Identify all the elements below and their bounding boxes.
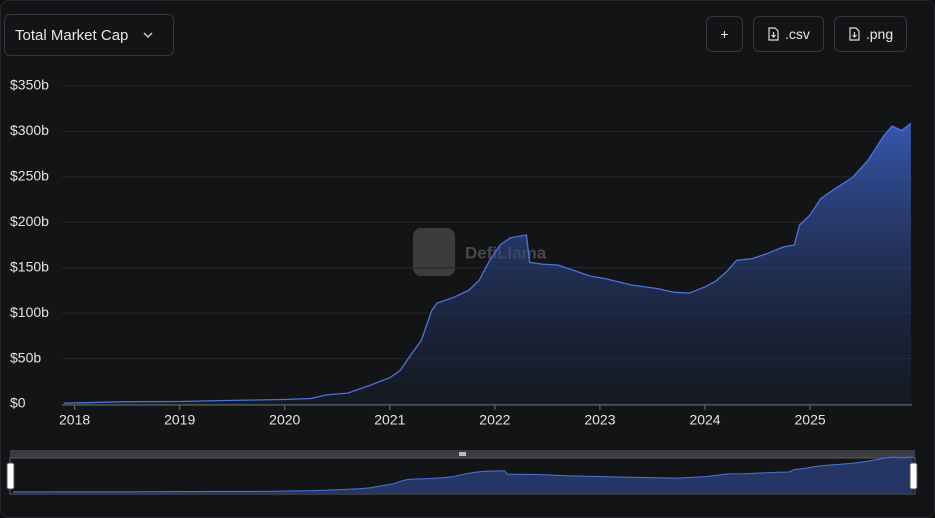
brush-handle[interactable] xyxy=(909,462,918,490)
watermark-logo xyxy=(413,228,455,276)
y-tick-label: $150b xyxy=(10,258,49,274)
x-tick-label: 2024 xyxy=(689,412,720,428)
x-tick-label: 2018 xyxy=(59,412,90,428)
area-line xyxy=(64,122,912,404)
y-tick-label: $0 xyxy=(10,395,26,411)
metric-dropdown[interactable]: Total Market Cap xyxy=(4,14,174,56)
brush-grip xyxy=(459,452,466,456)
download-icon xyxy=(849,27,860,41)
x-tick-label: 2021 xyxy=(374,412,405,428)
y-tick-label: $300b xyxy=(10,122,49,138)
download-icon xyxy=(768,27,779,41)
y-tick-label: $50b xyxy=(10,349,41,365)
chevron xyxy=(143,32,153,39)
y-tick-label: $200b xyxy=(10,213,49,229)
button-label: + xyxy=(720,26,729,42)
x-tick-label: 2020 xyxy=(269,412,300,428)
png-button[interactable]: .png xyxy=(834,16,907,52)
x-tick-label: 2019 xyxy=(164,412,195,428)
y-tick-label: $350b xyxy=(10,77,49,93)
y-tick-label: $250b xyxy=(10,168,49,184)
x-tick-label: 2022 xyxy=(479,412,510,428)
brush-handle[interactable] xyxy=(6,462,15,490)
y-tick-label: $100b xyxy=(10,304,49,320)
add-button[interactable]: + xyxy=(706,16,743,52)
dropdown-label: Total Market Cap xyxy=(15,26,129,44)
csv-button[interactable]: .csv xyxy=(753,16,824,52)
x-tick-label: 2025 xyxy=(795,412,826,428)
minimap-line xyxy=(13,456,913,493)
button-label: .png xyxy=(865,26,894,42)
area-fill xyxy=(64,123,911,405)
x-tick-label: 2023 xyxy=(584,412,615,428)
button-label: .csv xyxy=(785,26,810,42)
